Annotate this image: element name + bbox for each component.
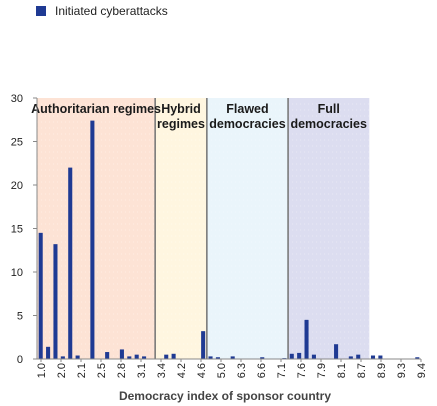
x-tick-label: 6.3 [236, 363, 248, 378]
x-tick-label: 2.1 [76, 363, 88, 378]
x-axis-label: Democracy index of sponsor country [119, 389, 331, 403]
bar [60, 356, 65, 359]
bar [289, 353, 294, 359]
x-tick-label: 2.0 [56, 363, 68, 378]
region-label: Flawed [226, 102, 268, 116]
y-tick-label: 5 [17, 311, 23, 323]
region-label: democracies [290, 117, 366, 131]
bar [119, 349, 124, 359]
bar [304, 319, 309, 359]
region-label: Authoritarian regimes [31, 102, 161, 116]
bar [53, 244, 58, 359]
region-backgrounds [37, 98, 370, 359]
region-label: democracies [209, 117, 285, 131]
y-tick-label: 25 [11, 137, 23, 149]
bar [415, 357, 420, 359]
bar [297, 352, 302, 359]
region-label: regimes [157, 117, 205, 131]
x-tick-label: 1.0 [36, 363, 48, 378]
bar [90, 120, 95, 360]
bar [356, 354, 361, 359]
bar [142, 356, 147, 359]
bar [334, 344, 339, 359]
bar [46, 346, 51, 359]
y-tick-label: 0 [17, 354, 23, 366]
y-tick-label: 15 [11, 224, 23, 236]
legend: Initiated cyberattacks [36, 4, 168, 18]
bar [215, 357, 220, 359]
x-tick-label: 8.7 [356, 363, 368, 378]
legend-swatch [36, 6, 46, 16]
region-band [288, 98, 370, 359]
bar [164, 354, 169, 359]
bar [348, 356, 353, 359]
bar [201, 331, 206, 359]
region-band [155, 98, 207, 359]
y-tick-label: 10 [11, 267, 23, 279]
y-tick-label: 30 [11, 93, 23, 105]
region-band [206, 98, 289, 359]
y-axis: 0 5 10 15 20 25 30 [11, 93, 38, 366]
bar [68, 167, 73, 359]
x-tick-label: 7.9 [316, 363, 328, 378]
bar [311, 354, 316, 359]
region-label: Full [318, 102, 340, 116]
x-tick-label: 5.0 [216, 363, 228, 378]
bar [260, 357, 265, 359]
x-tick-label: 3.4 [156, 363, 168, 378]
y-tick-label: 20 [11, 180, 23, 192]
x-tick-label: 9.3 [396, 363, 408, 378]
x-axis: 1.0 2.0 2.1 2.5 2.8 3.1 3.4 4.2 4.6 5.0 6.3 6.6 7.1 7… [36, 358, 428, 378]
region-separators [154, 98, 289, 359]
legend-label: Initiated cyberattacks [55, 4, 168, 18]
bar [370, 355, 376, 359]
bar [127, 356, 132, 359]
x-tick-label: 2.8 [116, 363, 128, 378]
x-tick-label: 2.5 [96, 363, 108, 378]
x-tick-label: 6.6 [256, 363, 268, 378]
bar [378, 355, 383, 359]
x-tick-label: 9.4 [416, 363, 428, 378]
x-tick-label: 4.6 [196, 363, 208, 378]
x-tick-label: 8.1 [336, 363, 348, 378]
bar [38, 232, 43, 359]
x-tick-label: 8.9 [376, 363, 388, 378]
bar [75, 355, 80, 359]
bar [230, 356, 235, 359]
bar [171, 353, 176, 359]
bar [208, 356, 213, 359]
bar [134, 354, 139, 359]
x-tick-label: 3.1 [136, 363, 148, 378]
region-label: Hybrid [161, 102, 201, 116]
bars [38, 120, 420, 360]
x-tick-label: 7.6 [296, 363, 308, 378]
x-tick-label: 4.2 [176, 363, 188, 378]
bar [105, 352, 110, 359]
x-tick-label: 7.1 [276, 363, 288, 378]
